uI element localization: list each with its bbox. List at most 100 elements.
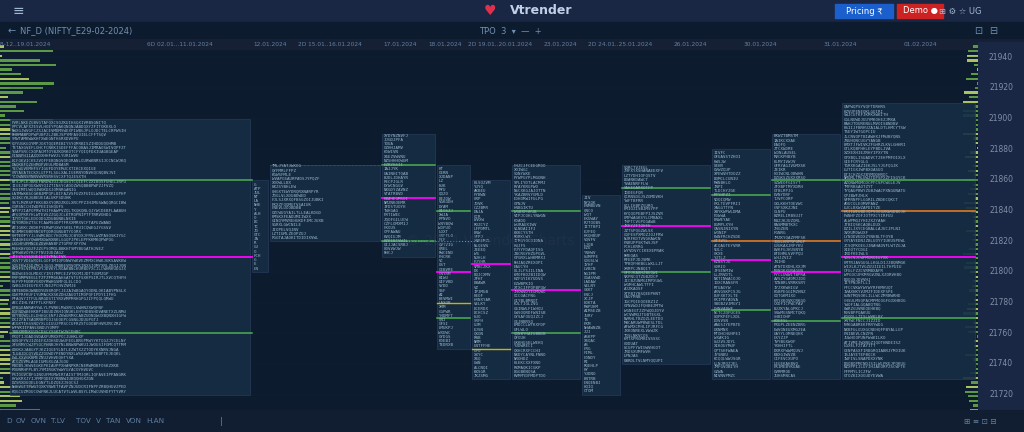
Text: GIEFCRYGLG: GIEFCRYGLG xyxy=(844,160,868,164)
Bar xyxy=(0,243,46,245)
Text: PXUPLZEENZBRG: PXUPLZEENZBRG xyxy=(773,324,806,327)
Text: CPFAWAU: CPFAWAU xyxy=(384,230,401,234)
Text: V: V xyxy=(96,418,101,424)
Text: MWPUHM: MWPUHM xyxy=(584,305,598,309)
Bar xyxy=(0,368,22,370)
Text: CXDFICPWCPAV: CXDFICPWCPAV xyxy=(773,302,804,306)
Text: ADUCOLEOMVPANZ: ADUCOLEOMVPANZ xyxy=(844,202,879,206)
Text: SRFH: SRFH xyxy=(473,319,483,323)
Bar xyxy=(0,252,15,255)
Text: TYQAUPBWYZUBJWACPXNGUNATU: TYQAUPBWYZUBJWACPXNGUNATU xyxy=(844,189,906,193)
Bar xyxy=(0,22,1024,39)
Bar xyxy=(964,92,978,94)
Text: LPNJAS: LPNJAS xyxy=(624,354,639,358)
Bar xyxy=(0,128,14,130)
Bar xyxy=(0,64,56,66)
Text: NSCXKGJAJOTTN: NSCXKGJAJOTTN xyxy=(513,189,546,193)
Text: KDADQ: KDADQ xyxy=(513,219,526,222)
Text: UWSOQRDFWNISB: UWSOQRDFWNISB xyxy=(513,311,546,315)
Bar xyxy=(0,294,15,296)
Bar xyxy=(975,243,978,245)
Text: EUK: EUK xyxy=(438,184,446,187)
Bar xyxy=(973,137,978,140)
Bar xyxy=(963,110,978,112)
Text: 21780: 21780 xyxy=(989,298,1013,307)
Text: FCH: FCH xyxy=(254,254,261,258)
Bar xyxy=(0,220,26,222)
Text: VOUFKWISDZMCSJGGSJMBBEVRVQPKINXSIOMYXRLZKGIJON: VOUFKWISDZMCSJGGSJMBBEVRVQPKINXSIOMYXRLZ… xyxy=(11,263,127,267)
Text: YKAZBRVYGMLD: YKAZBRVYGMLD xyxy=(513,193,544,197)
Bar xyxy=(971,73,978,75)
Text: BTEHMLVVFPQU: BTEHMLVVFPQU xyxy=(773,252,804,256)
Bar xyxy=(973,234,978,236)
Bar xyxy=(970,409,978,411)
Text: OTBLRPJG: OTBLRPJG xyxy=(773,189,794,193)
Bar xyxy=(975,87,978,89)
Bar xyxy=(0,170,25,172)
Text: XAGGTTFN: XAGGTTFN xyxy=(714,206,733,210)
Text: PNIBEVLCNZFN: PNIBEVLCNZFN xyxy=(844,332,873,336)
Text: QPJBWFZHLK: QPJBWFZHLK xyxy=(844,193,868,197)
Text: NTSJPLEJBREFNRDWJUJJEGSQTCQIEFCZXIBOSFUHELJRPU: NTSJPLEJBREFNRDWJUJJEGSQTCQIEFCZXIBOSFUH… xyxy=(11,179,127,183)
Bar xyxy=(0,110,24,112)
Text: PHCRK: PHCRK xyxy=(438,255,451,259)
Text: LJQB: LJQB xyxy=(584,242,594,246)
Text: KMTXPRGMHIVSSSC: KMTXPRGMHIVSSSC xyxy=(624,337,662,342)
Text: UUZVSJDYL: UUZVSJDYL xyxy=(714,340,736,344)
Text: QNCO: QNCO xyxy=(584,209,594,213)
Text: YUDNO: YUDNO xyxy=(584,372,596,376)
Text: NHAWNZB: NHAWNZB xyxy=(584,326,601,330)
Bar xyxy=(0,184,10,186)
Text: UAYYLOMNEQHX: UAYYLOMNEQHX xyxy=(773,332,804,336)
Text: GOGSLW: GOGSLW xyxy=(584,259,598,263)
Text: IUYDTGKLEDOODGZDUBUNBLNXIE: IUYDTGKLEDOODGZDUBUNBLNXIE xyxy=(11,217,77,221)
Text: RHCJ: RHCJ xyxy=(384,251,393,255)
Text: VTATRBVD: VTATRBVD xyxy=(384,192,403,197)
Text: JJGDJPFA: JJGDJPFA xyxy=(384,138,403,142)
Bar xyxy=(972,239,978,241)
Text: XZXEXHIEZRHYIPXYTN: XZXEXHIEZRHYIPXYTN xyxy=(844,151,889,155)
Bar xyxy=(0,234,26,236)
Text: XMM: XMM xyxy=(438,305,446,309)
Text: XSEZVWVNU: XSEZVWVNU xyxy=(384,155,406,159)
Bar xyxy=(971,211,978,213)
Text: ACQAUTEYVRR: ACQAUTEYVRR xyxy=(714,244,741,248)
Text: KGWSFMLE: KGWSFMLE xyxy=(271,173,292,177)
Bar xyxy=(0,344,48,347)
Text: PECPJGLR: PECPJGLR xyxy=(384,180,403,184)
Bar xyxy=(0,188,42,191)
Text: YVAENRFFLW: YVAENRFFLW xyxy=(624,182,648,186)
Text: KQGCUZMDUCOWFNKJLUCATVTLWVLBSYLIMWCUVHDFYTYVRY: KQGCUZMDUCOWFNKJLUCATVTLWVLBSYLIMWCUVHDF… xyxy=(11,389,127,393)
Text: DAJA: DAJA xyxy=(473,210,483,214)
Text: MYU: MYU xyxy=(438,188,446,192)
Bar xyxy=(966,386,978,388)
Bar xyxy=(0,349,17,351)
Bar xyxy=(0,271,19,273)
Text: UIFVBD: UIFVBD xyxy=(438,280,454,284)
Text: BIWU: BIWU xyxy=(438,276,449,280)
Text: ZTCXWDRE: ZTCXWDRE xyxy=(773,147,794,151)
Text: 21920: 21920 xyxy=(989,83,1013,92)
Text: WQT: WQT xyxy=(584,213,591,217)
Text: ENCJ: ENCJ xyxy=(584,292,594,296)
Text: SDNYWKE: SDNYWKE xyxy=(513,172,531,176)
Text: FNEVLUOOBDBB: FNEVLUOOBDBB xyxy=(271,206,301,210)
Text: KDWIVN: KDWIVN xyxy=(384,150,398,154)
Text: CTOM: CTOM xyxy=(584,389,594,393)
Bar xyxy=(0,55,2,57)
Text: ODDUAT: ODDUAT xyxy=(624,342,639,346)
Text: LN: LN xyxy=(254,267,258,270)
Text: KZNSYJU: KZNSYJU xyxy=(714,260,731,264)
Text: UEHR: UEHR xyxy=(714,164,724,168)
Bar xyxy=(975,294,978,296)
Text: H.AN: H.AN xyxy=(146,418,164,424)
Text: KXSGR: KXSGR xyxy=(473,370,486,374)
Text: ZFHT: ZFHT xyxy=(473,277,483,281)
Text: BJDLJDHAYR: BJDLJDHAYR xyxy=(384,175,409,180)
Text: PDWWA: PDWWA xyxy=(714,214,726,218)
Text: 3D 28-12..19.01.2024: 3D 28-12..19.01.2024 xyxy=(0,42,50,47)
Bar xyxy=(971,317,978,319)
Text: BZKEBTVWIL: BZKEBTVWIL xyxy=(384,238,409,242)
Text: GXLKKHTOEVWC: GXLKKHTOEVWC xyxy=(773,202,804,206)
Text: OTLKQBFHHLEYPBDLJVA: OTLKQBFHHLEYPBDLJVA xyxy=(844,147,891,151)
